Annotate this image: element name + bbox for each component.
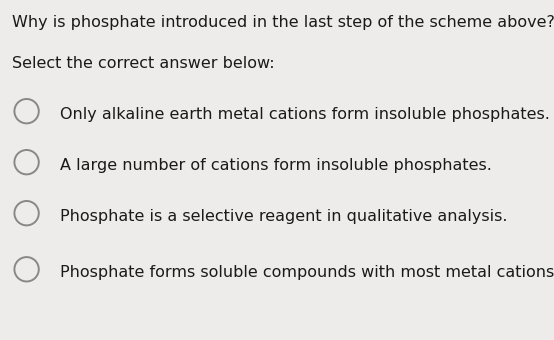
Text: A large number of cations form insoluble phosphates.: A large number of cations form insoluble… bbox=[60, 158, 492, 173]
Text: Phosphate is a selective reagent in qualitative analysis.: Phosphate is a selective reagent in qual… bbox=[60, 209, 507, 224]
Text: Select the correct answer below:: Select the correct answer below: bbox=[12, 56, 275, 71]
Text: Only alkaline earth metal cations form insoluble phosphates.: Only alkaline earth metal cations form i… bbox=[60, 107, 550, 122]
Text: Phosphate forms soluble compounds with most metal cations.: Phosphate forms soluble compounds with m… bbox=[60, 265, 554, 280]
Text: Why is phosphate introduced in the last step of the scheme above?: Why is phosphate introduced in the last … bbox=[12, 15, 554, 30]
